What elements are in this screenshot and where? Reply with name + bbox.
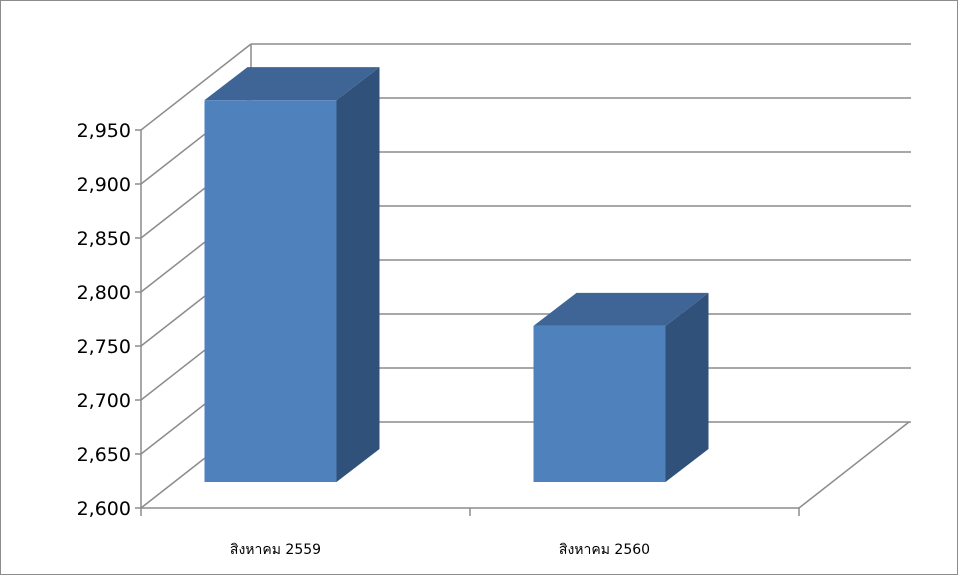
y-tick-label: 2,900: [77, 174, 131, 196]
gridline-side: [140, 43, 252, 131]
bar-side: [336, 67, 380, 482]
y-tick-label: 2,850: [77, 228, 131, 250]
x-category-label: สิงหาคม 2560: [559, 542, 650, 558]
y-tick-label: 2,750: [77, 336, 131, 358]
bar-side: [665, 292, 709, 482]
y-tick-label: 2,700: [77, 390, 131, 412]
bar-front: [204, 100, 337, 482]
y-tick-label: 2,950: [77, 120, 131, 142]
bar-top: [204, 67, 380, 101]
y-tick-label: 2,650: [77, 444, 131, 466]
axes: [135, 129, 800, 516]
bars: [204, 67, 709, 482]
bar-top: [533, 292, 709, 326]
bar-front: [533, 325, 666, 482]
bar: [533, 292, 709, 482]
x-category-label: สิงหาคม 2559: [230, 542, 321, 558]
y-tick-label: 2,800: [77, 282, 131, 304]
floor-edge: [798, 421, 910, 509]
labels: 2,600 2,650 2,700 2,750 2,800 2,850 2,900 2,950…: [77, 120, 650, 558]
bar: [204, 67, 380, 482]
y-tick-label: 2,600: [77, 498, 131, 520]
